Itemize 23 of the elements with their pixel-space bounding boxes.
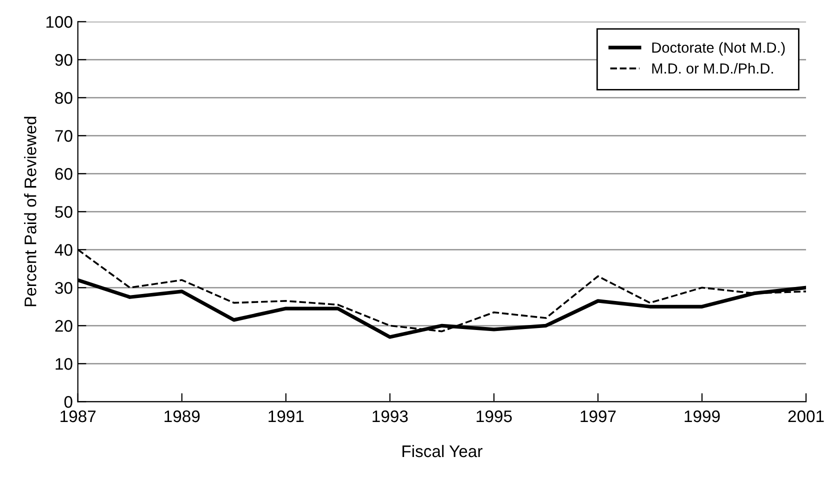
x-axis-title: Fiscal Year: [402, 444, 482, 458]
y-tick-label: 20: [55, 320, 72, 332]
y-tick-label: 0: [64, 396, 72, 408]
y-tick-label: 60: [55, 168, 72, 180]
legend-label: Doctorate (Not M.D.): [652, 42, 785, 56]
x-tick-label: 1987: [60, 410, 96, 422]
y-tick-label: 90: [55, 54, 72, 66]
x-tick-label: 1989: [164, 410, 200, 422]
legend-label: M.D. or M.D./Ph.D.: [652, 62, 773, 74]
x-tick-label: 1999: [684, 410, 720, 422]
y-tick-label: 40: [54, 244, 72, 256]
x-tick-label: 1997: [580, 410, 616, 422]
y-tick-label: 80: [55, 92, 72, 104]
y-tick-label: 70: [55, 130, 72, 142]
y-tick-label: 100: [46, 16, 72, 28]
y-axis-title: Percent Paid of Reviewed: [24, 116, 36, 306]
x-tick-label: 2001: [788, 410, 824, 422]
y-tick-label: 50: [55, 206, 72, 218]
x-tick-label: 1991: [268, 410, 304, 422]
x-tick-label: 1993: [372, 410, 408, 422]
y-tick-label: 30: [55, 282, 72, 294]
x-tick-label: 1995: [476, 410, 512, 422]
y-tick-label: 10: [56, 358, 72, 370]
